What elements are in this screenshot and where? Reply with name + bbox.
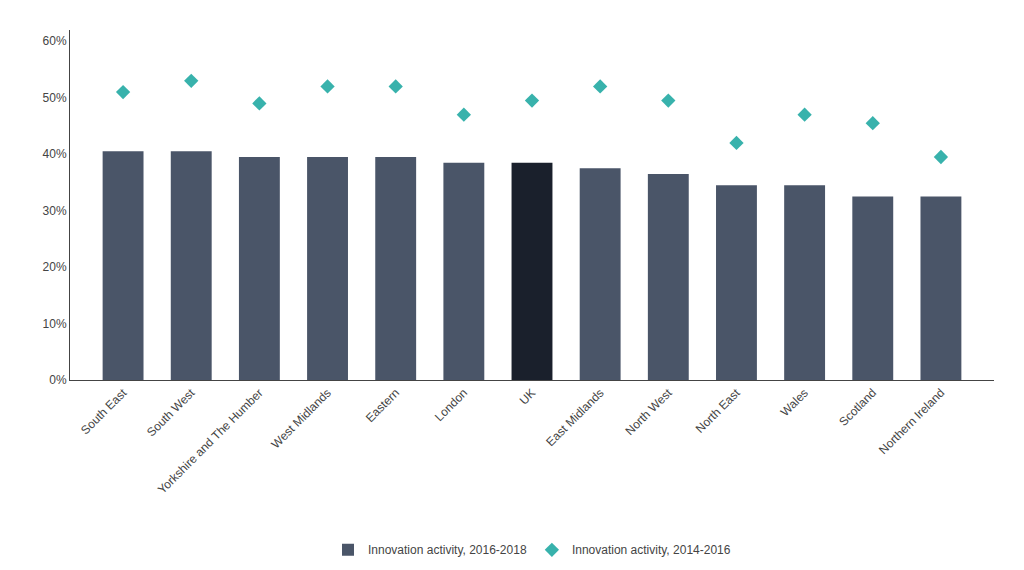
svg-text:Innovation activity, 2016-2018: Innovation activity, 2016-2018 (368, 543, 527, 557)
svg-text:London: London (432, 386, 470, 424)
svg-text:20%: 20% (43, 260, 67, 274)
svg-text:60%: 60% (43, 34, 67, 48)
svg-text:Eastern: Eastern (363, 386, 402, 425)
svg-text:North East: North East (693, 385, 743, 435)
svg-text:Scotland: Scotland (836, 386, 879, 429)
svg-text:Innovation activity, 2014-2016: Innovation activity, 2014-2016 (572, 543, 731, 557)
svg-text:UK: UK (517, 386, 539, 408)
svg-text:30%: 30% (43, 204, 67, 218)
svg-text:10%: 10% (43, 317, 67, 331)
svg-text:Yorkshire and The Humber: Yorkshire and The Humber (155, 386, 266, 497)
svg-text:Wales: Wales (778, 386, 811, 419)
svg-text:East Midlands: East Midlands (543, 386, 606, 449)
svg-text:West Midlands: West Midlands (269, 386, 334, 451)
svg-text:South West: South West (144, 385, 198, 439)
svg-text:40%: 40% (43, 147, 67, 161)
svg-text:Northern Ireland: Northern Ireland (876, 386, 947, 457)
svg-text:0%: 0% (49, 373, 67, 387)
svg-text:North West: North West (622, 385, 675, 438)
svg-text:South East: South East (78, 385, 130, 437)
svg-text:50%: 50% (43, 91, 67, 105)
